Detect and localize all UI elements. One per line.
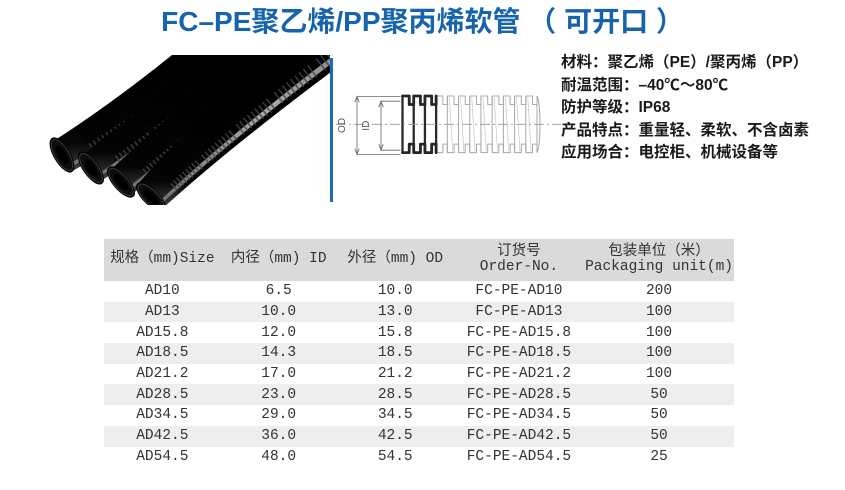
svg-text:ID: ID [361, 121, 372, 131]
svg-text:OD: OD [337, 118, 348, 133]
